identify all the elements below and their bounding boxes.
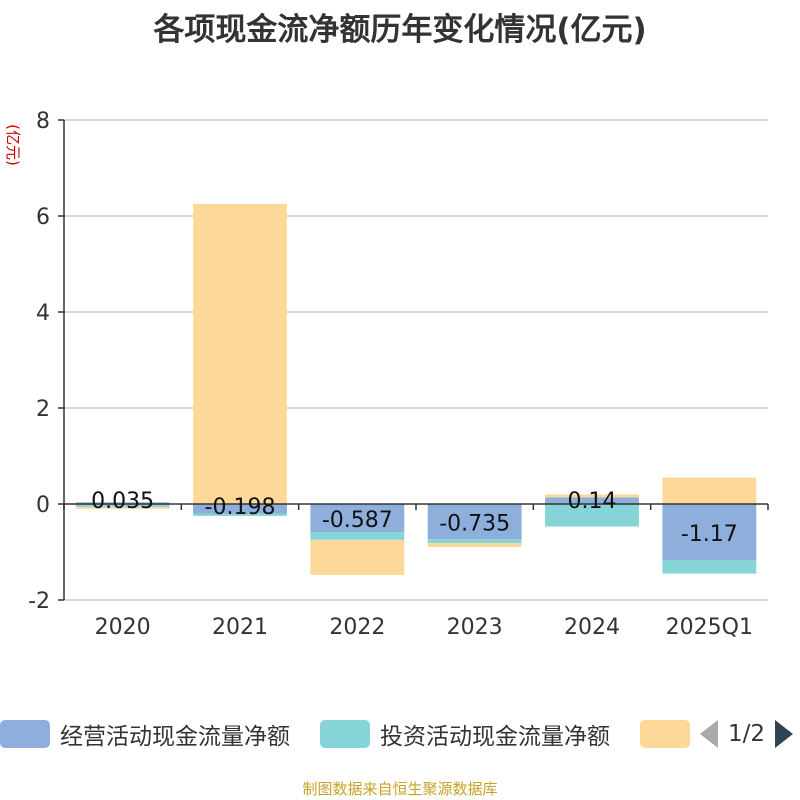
bar-financing[interactable] (545, 494, 639, 498)
bar-operating[interactable] (75, 502, 170, 504)
legend-label-investing: 投资活动现金流量净额 (380, 724, 610, 750)
bar-financing[interactable] (427, 543, 522, 547)
bar-investing[interactable] (545, 504, 639, 527)
y-tick-label: 2 (36, 397, 50, 422)
x-tick-label: 2021 (212, 615, 268, 640)
bar-investing[interactable] (662, 560, 757, 574)
bar-operating[interactable] (310, 504, 405, 533)
bar-financing[interactable] (75, 506, 170, 509)
data-labels: 0.035 -0.198 -0.587 -0.735 0.14 -1.17 (91, 489, 738, 547)
bar-operating[interactable] (662, 504, 757, 561)
data-label: -0.587 (322, 508, 393, 533)
legend-swatch-operating (0, 720, 50, 748)
data-label: 0.14 (568, 489, 617, 514)
bar-financing[interactable] (310, 539, 405, 575)
data-label: -0.198 (205, 495, 276, 520)
legend-pager: 1/2 (700, 716, 800, 752)
x-tick-label: 2025Q1 (666, 615, 753, 640)
axes: -2 0 2 4 6 8 (亿元) 2020 2021 2022 2023 2024 2025Q1 (4, 109, 769, 640)
legend-swatch-investing (320, 720, 370, 748)
y-tick-label: 0 (36, 493, 50, 518)
x-tick-label: 2020 (95, 615, 151, 640)
x-tick-label: 2023 (447, 615, 503, 640)
y-axis-label: (亿元) (4, 124, 22, 166)
bar-operating[interactable] (427, 504, 522, 540)
x-tick-label: 2022 (329, 615, 385, 640)
pager-next-icon[interactable] (775, 720, 794, 748)
y-tick-label: 4 (36, 301, 50, 326)
legend: 经营活动现金流量净额 投资活动现金流量净额 (0, 716, 800, 752)
source-note: 制图数据来自恒生聚源数据库 (302, 780, 498, 798)
bar-investing[interactable] (310, 532, 405, 540)
data-label: -1.17 (681, 522, 738, 547)
bar-investing[interactable] (193, 513, 287, 516)
legend-item-investing[interactable]: 投资活动现金流量净额 (320, 716, 610, 752)
bar-investing[interactable] (427, 539, 522, 544)
x-tick-label: 2024 (564, 615, 620, 640)
legend-item-operating[interactable]: 经营活动现金流量净额 (0, 716, 290, 752)
pager-text: 1/2 (728, 721, 766, 747)
legend-swatch-financing (640, 720, 690, 748)
gridlines (64, 119, 768, 601)
pager-prev-icon[interactable] (700, 720, 718, 748)
y-tick-label: 6 (36, 205, 50, 230)
data-label: 0.035 (91, 489, 154, 514)
chart-title: 各项现金流净额历年变化情况(亿元) (153, 12, 647, 48)
bar-operating[interactable] (545, 497, 639, 504)
bar-operating[interactable] (193, 504, 287, 514)
legend-item-financing[interactable] (640, 716, 700, 752)
data-label: -0.735 (439, 512, 510, 537)
bar-financing[interactable] (193, 204, 287, 504)
legend-label-operating: 经营活动现金流量净额 (60, 724, 290, 750)
bar-investing[interactable] (75, 504, 170, 507)
y-tick-label: -2 (28, 589, 50, 614)
y-tick-label: 8 (36, 109, 50, 134)
bars (75, 204, 757, 575)
bar-financing[interactable] (662, 477, 757, 504)
